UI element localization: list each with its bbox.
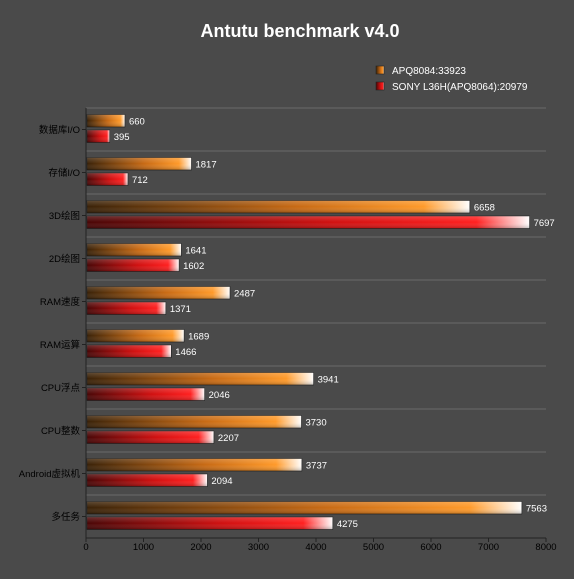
bar-shading bbox=[87, 501, 522, 514]
data-label: 1466 bbox=[175, 347, 196, 358]
x-tick-label: 1000 bbox=[133, 542, 154, 553]
legend: APQ8084:33923 SONY L36H(APQ8064):20979 bbox=[375, 65, 528, 93]
bar-shading bbox=[87, 458, 302, 471]
legend-swatch-series-2 bbox=[375, 81, 385, 91]
data-label: 2046 bbox=[209, 390, 230, 401]
bar-shading bbox=[87, 114, 125, 127]
category-label: RAM运算 bbox=[40, 339, 80, 351]
bar-shading bbox=[87, 130, 110, 143]
bar-shading bbox=[87, 372, 314, 385]
category-label: 存储I/O bbox=[48, 167, 80, 179]
bar-shading bbox=[87, 329, 185, 342]
x-tick-label: 3000 bbox=[248, 542, 269, 553]
data-label: 1689 bbox=[188, 332, 209, 343]
x-tick-label: 5000 bbox=[363, 542, 384, 553]
data-label: 1371 bbox=[170, 304, 191, 315]
data-label: 1817 bbox=[195, 160, 216, 171]
bar-shading bbox=[87, 216, 530, 229]
data-label: 7697 bbox=[534, 218, 555, 229]
data-label: 2487 bbox=[234, 289, 255, 300]
data-label: 3737 bbox=[306, 461, 327, 472]
bar-shading bbox=[87, 173, 128, 186]
x-tick-label: 6000 bbox=[420, 542, 441, 553]
data-label: 2094 bbox=[211, 476, 232, 487]
data-label: 712 bbox=[132, 175, 148, 186]
bar-shading bbox=[87, 388, 205, 401]
category-label: Android虚拟机 bbox=[19, 468, 81, 480]
plot-area: 0 1000 2000 3000 4000 5000 6000 7000 8000 数据库I/O 6… bbox=[19, 107, 557, 553]
bar-shading bbox=[87, 243, 182, 256]
data-label: 660 bbox=[129, 117, 145, 128]
data-label: 3730 bbox=[305, 418, 326, 429]
data-label: 6658 bbox=[474, 203, 495, 214]
category-label: CPU整数 bbox=[41, 425, 81, 437]
bar-shading bbox=[87, 302, 166, 315]
data-label: 1641 bbox=[185, 246, 206, 257]
data-label: 7563 bbox=[526, 504, 547, 515]
legend-label-series-1: APQ8084:33923 bbox=[392, 66, 466, 77]
data-label: 1602 bbox=[183, 261, 204, 272]
data-label: 4275 bbox=[337, 519, 358, 530]
data-label: 3941 bbox=[318, 375, 339, 386]
x-tick-label: 8000 bbox=[535, 542, 556, 553]
x-tick-label: 7000 bbox=[478, 542, 499, 553]
data-label: 2207 bbox=[218, 433, 239, 444]
category-label: 多任务 bbox=[51, 511, 80, 523]
bar-shading bbox=[87, 474, 208, 487]
bar-shading bbox=[87, 286, 231, 299]
category-label: RAM速度 bbox=[40, 296, 81, 308]
legend-swatch-series-1 bbox=[375, 65, 385, 75]
bar-shading bbox=[87, 415, 302, 428]
category-label: 数据库I/O bbox=[39, 124, 80, 136]
x-tick-label: 0 bbox=[83, 542, 88, 553]
bar-shading bbox=[87, 517, 333, 530]
data-label: 395 bbox=[114, 132, 130, 143]
bar-shading bbox=[87, 200, 470, 213]
category-label: CPU浮点 bbox=[41, 382, 81, 394]
bar-shading bbox=[87, 157, 192, 170]
x-tick-label: 4000 bbox=[305, 542, 326, 553]
bar-shading bbox=[87, 345, 172, 358]
legend-label-series-2: SONY L36H(APQ8064):20979 bbox=[392, 82, 528, 93]
bar-shading bbox=[87, 431, 214, 444]
category-label: 3D绘图 bbox=[49, 210, 80, 222]
legend-item-series-1: APQ8084:33923 bbox=[375, 65, 466, 77]
legend-item-series-2: SONY L36H(APQ8064):20979 bbox=[375, 81, 528, 93]
bar-shading bbox=[87, 259, 180, 272]
x-tick-label: 2000 bbox=[190, 542, 211, 553]
chart-title: Antutu benchmark v4.0 bbox=[200, 21, 399, 41]
category-label: 2D绘图 bbox=[49, 253, 80, 265]
